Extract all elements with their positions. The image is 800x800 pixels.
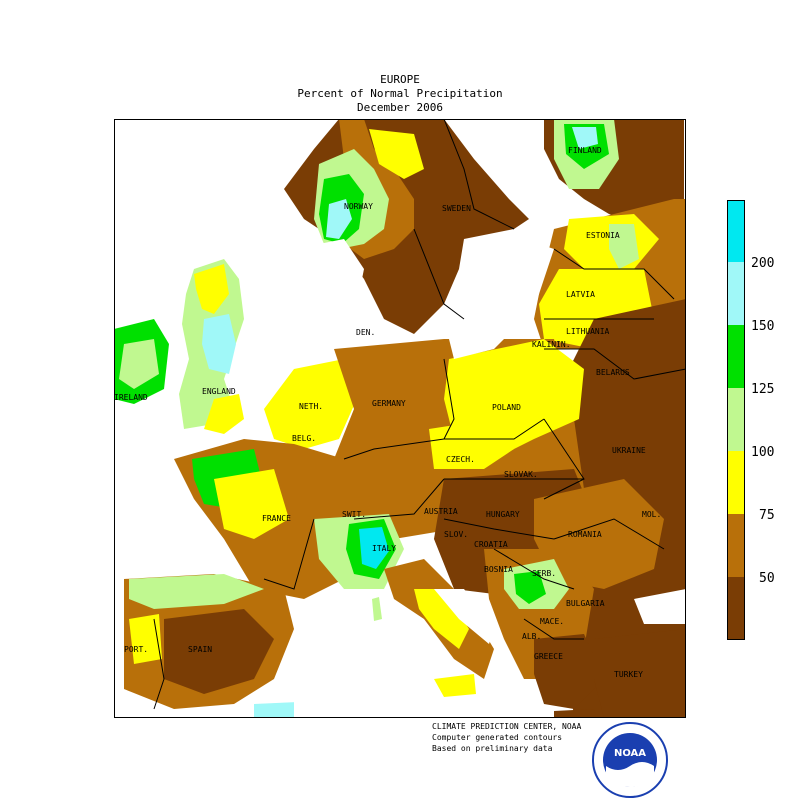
label-belarus: BELARUS	[596, 368, 630, 377]
label-serb: SERB.	[532, 569, 556, 578]
label-spain: SPAIN	[188, 645, 212, 654]
legend-swatch-above-200	[727, 200, 745, 262]
credit-note: Based on preliminary data	[432, 744, 553, 753]
noaa-logo: NOAA	[592, 722, 668, 798]
legend-tick-50: 50	[759, 571, 775, 586]
label-alb: ALB.	[522, 632, 541, 641]
label-italy: ITALY	[372, 544, 396, 553]
label-finland: FINLAND	[568, 146, 602, 155]
label-ireland: IRELAND	[114, 393, 148, 402]
label-norway: NORWAY	[344, 202, 373, 211]
label-mol: MOL.	[642, 510, 661, 519]
label-croatia: CROATIA	[474, 540, 508, 549]
label-hungary: HUNGARY	[486, 510, 520, 519]
region-serbia-very-wet	[514, 571, 546, 604]
label-sloven: SLOV.	[444, 530, 468, 539]
region-england-dry	[204, 394, 244, 434]
label-lithuania: LITHUANIA	[566, 327, 610, 336]
label-austria: AUSTRIA	[424, 507, 458, 516]
sea-adriatic	[434, 589, 494, 644]
legend-swatch-100-125	[727, 388, 745, 451]
label-turkey: TURKEY	[614, 670, 643, 679]
label-sweden: SWEDEN	[442, 204, 471, 213]
credit-method: Computer generated contours	[432, 733, 563, 742]
sea-bay-of-biscay	[114, 499, 209, 574]
region-turkey	[594, 629, 686, 718]
label-romania: ROMANIA	[568, 530, 602, 539]
region-norway-extreme	[326, 199, 352, 239]
label-latvia: LATVIA	[566, 290, 595, 299]
region-czech-yellow	[429, 419, 514, 469]
label-bosnia: BOSNIA	[484, 565, 513, 574]
label-kalinin: KALININ.	[532, 340, 571, 349]
label-poland: POLAND	[492, 403, 521, 412]
label-den: DEN.	[356, 328, 375, 337]
label-czech: CZECH.	[446, 455, 475, 464]
label-france: FRANCE	[262, 514, 291, 523]
legend-swatch-below-50	[727, 577, 745, 640]
region-britain-yellow	[194, 264, 229, 314]
region-italy-yellow	[414, 589, 469, 649]
label-neth: NETH.	[299, 402, 323, 411]
legend-swatch-125-150	[727, 325, 745, 388]
island-corsica	[372, 597, 382, 621]
sea-north	[244, 239, 364, 359]
noaa-logo-text: NOAA	[614, 748, 646, 759]
map-frame	[114, 119, 686, 718]
sea-black	[634, 589, 686, 624]
label-germany: GERMANY	[372, 399, 406, 408]
region-portugal-yellow	[129, 614, 162, 664]
legend-tick-200: 200	[751, 256, 774, 271]
region-france-west	[214, 469, 289, 539]
credit-source: CLIMATE PREDICTION CENTER, NOAA	[432, 722, 582, 731]
color-legend: 200 150 125 100 75 50	[727, 200, 775, 640]
region-low-countries	[264, 359, 359, 449]
legend-swatch-150-200	[727, 262, 745, 325]
label-estonia: ESTONIA	[586, 231, 620, 240]
label-bulgaria: BULGARIA	[566, 599, 605, 608]
label-ukraine: UKRAINE	[612, 446, 646, 455]
region-ireland-wet	[119, 339, 159, 389]
map-subtitle: Percent of Normal Precipitation	[297, 87, 503, 100]
map-title: EUROPE	[380, 73, 420, 86]
country-labels: NORWAY SWEDEN FINLAND ESTONIA LATVIA LIT…	[114, 146, 661, 679]
legend-frame	[727, 200, 745, 640]
region-alps-extreme	[359, 527, 389, 569]
island-sicily	[434, 674, 476, 697]
legend-tick-75: 75	[759, 508, 775, 523]
label-england: ENGLAND	[202, 387, 236, 396]
noaa-gull-icon	[606, 762, 654, 787]
label-slovak: SLOVAK.	[504, 470, 538, 479]
region-greece	[534, 634, 604, 709]
region-norway-upper	[369, 129, 424, 179]
legend-tick-100: 100	[751, 445, 774, 460]
region-england-extreme	[202, 314, 236, 374]
legend-tick-125: 125	[751, 382, 774, 397]
country-borders	[153, 119, 686, 710]
map-period: December 2006	[356, 101, 444, 114]
legend-tick-150: 150	[751, 319, 774, 334]
precipitation-map: NORWAY SWEDEN FINLAND ESTONIA LATVIA LIT…	[114, 119, 686, 718]
label-port: PORT.	[124, 645, 148, 654]
label-mace: MACE.	[540, 617, 564, 626]
label-switz: SWIT.	[342, 510, 366, 519]
sea-baltic	[444, 239, 554, 359]
label-greece: GREECE	[534, 652, 563, 661]
region-spain-dry	[164, 609, 274, 694]
region-estonia-very-wet	[609, 224, 639, 269]
legend-swatch-75-100	[727, 451, 745, 514]
legend-swatch-50-75	[727, 514, 745, 577]
region-finland-extreme	[572, 127, 598, 149]
label-belg: BELG.	[292, 434, 316, 443]
island-crete	[554, 709, 596, 718]
region-iberia-north	[129, 574, 264, 609]
